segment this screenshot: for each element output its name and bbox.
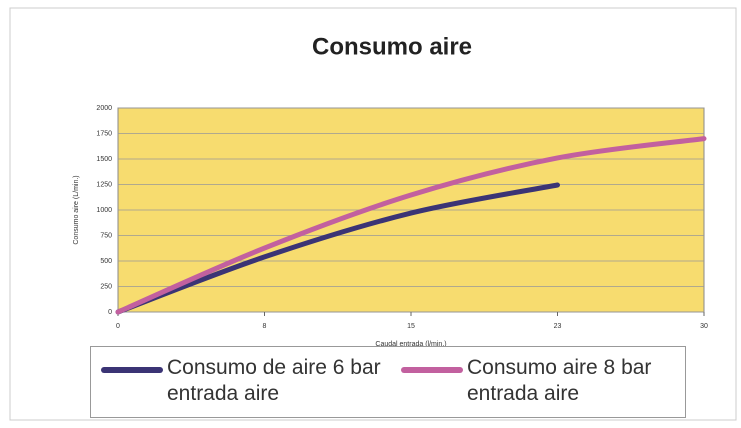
chart-title: Consumo aire: [312, 33, 472, 60]
legend-swatch: [401, 367, 463, 373]
legend: Consumo de aire 6 bar entrada aire Consum…: [90, 346, 686, 418]
legend-label: Consumo aire 8 bar entrada aire: [467, 356, 652, 405]
x-tick-label: 15: [407, 323, 415, 330]
x-tick-label: 0: [116, 323, 120, 330]
y-tick-label: 250: [100, 283, 112, 290]
y-tick-label: 0: [108, 309, 112, 316]
y-tick-label: 1250: [96, 181, 112, 188]
y-tick-label: 2000: [96, 105, 112, 112]
legend-item: Consumo de aire 6 bar entrada aire: [101, 355, 392, 407]
legend-swatch: [101, 367, 163, 373]
y-tick-label: 1000: [96, 207, 112, 214]
legend-item: Consumo aire 8 bar entrada aire: [401, 355, 692, 407]
y-tick-label: 750: [100, 232, 112, 239]
y-axis-label: Consumo aire (L/min.): [73, 175, 80, 244]
y-tick-label: 1500: [96, 156, 112, 163]
x-axis-label: Caudal entrada (l/min.): [375, 341, 446, 348]
x-tick-label: 8: [263, 323, 267, 330]
x-tick-label: 30: [700, 323, 708, 330]
y-tick-label: 500: [100, 258, 112, 265]
series-line: [115, 182, 560, 315]
y-tick-label: 1750: [96, 130, 112, 137]
x-tick-label: 23: [554, 323, 562, 330]
legend-label: Consumo de aire 6 bar entrada aire: [167, 356, 381, 405]
series-line: [115, 136, 707, 315]
